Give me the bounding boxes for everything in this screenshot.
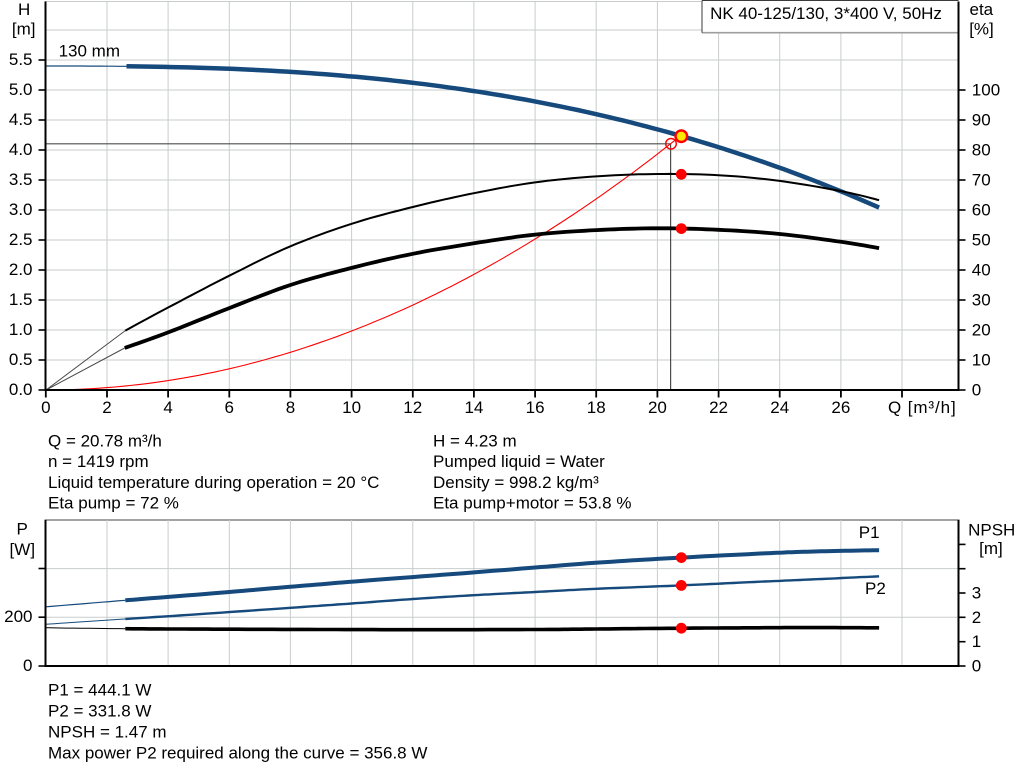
- svg-text:2.0: 2.0: [9, 260, 33, 279]
- svg-text:1.5: 1.5: [9, 290, 33, 309]
- svg-text:P1: P1: [859, 523, 880, 542]
- svg-text:P: P: [17, 520, 28, 539]
- svg-text:0.0: 0.0: [9, 380, 33, 399]
- svg-text:NPSH: NPSH: [968, 520, 1015, 539]
- svg-text:Liquid temperature during oper: Liquid temperature during operation = 20…: [48, 473, 379, 492]
- svg-text:24: 24: [770, 398, 789, 417]
- svg-text:0: 0: [972, 657, 981, 676]
- svg-text:80: 80: [972, 141, 991, 160]
- svg-text:14: 14: [464, 398, 483, 417]
- svg-text:3.0: 3.0: [9, 200, 33, 219]
- svg-text:Q [m³/h]: Q [m³/h]: [888, 398, 957, 417]
- svg-text:0: 0: [972, 381, 981, 400]
- svg-text:4.5: 4.5: [9, 110, 33, 129]
- svg-text:[W]: [W]: [10, 540, 36, 559]
- svg-text:Eta pump+motor = 53.8 %: Eta pump+motor = 53.8 %: [433, 494, 631, 513]
- svg-text:[m]: [m]: [979, 539, 1003, 558]
- svg-text:Q = 20.78 m³/h: Q = 20.78 m³/h: [48, 431, 162, 450]
- svg-text:30: 30: [972, 291, 991, 310]
- svg-text:16: 16: [526, 398, 545, 417]
- svg-text:NK 40-125/130, 3*400 V, 50Hz: NK 40-125/130, 3*400 V, 50Hz: [710, 4, 942, 23]
- svg-text:0.5: 0.5: [9, 350, 33, 369]
- svg-text:eta: eta: [970, 0, 994, 19]
- svg-text:60: 60: [972, 201, 991, 220]
- svg-text:H: H: [18, 0, 30, 19]
- svg-text:100: 100: [972, 81, 1000, 100]
- svg-text:70: 70: [972, 171, 991, 190]
- svg-text:4: 4: [163, 398, 172, 417]
- svg-text:3: 3: [972, 584, 981, 603]
- svg-text:n = 1419 rpm: n = 1419 rpm: [48, 452, 149, 471]
- svg-text:50: 50: [972, 231, 991, 250]
- svg-text:Density = 998.2 kg/m³: Density = 998.2 kg/m³: [433, 473, 599, 492]
- svg-text:Pumped liquid = Water: Pumped liquid = Water: [433, 452, 605, 471]
- svg-text:0: 0: [23, 656, 32, 675]
- svg-text:20: 20: [648, 398, 667, 417]
- svg-text:2.5: 2.5: [9, 230, 33, 249]
- svg-text:130 mm: 130 mm: [59, 42, 120, 61]
- svg-text:2: 2: [972, 608, 981, 627]
- svg-text:90: 90: [972, 111, 991, 130]
- svg-text:[m]: [m]: [12, 20, 36, 39]
- svg-text:[%]: [%]: [969, 19, 994, 38]
- svg-text:5.5: 5.5: [9, 50, 33, 69]
- svg-text:6: 6: [225, 398, 234, 417]
- svg-text:10: 10: [972, 351, 991, 370]
- svg-text:40: 40: [972, 261, 991, 280]
- svg-text:2: 2: [102, 398, 111, 417]
- svg-text:5.0: 5.0: [9, 80, 33, 99]
- svg-text:P2: P2: [865, 579, 886, 598]
- svg-text:22: 22: [709, 398, 728, 417]
- svg-text:NPSH = 1.47 m: NPSH = 1.47 m: [48, 723, 167, 742]
- svg-text:0: 0: [41, 398, 50, 417]
- svg-text:3.5: 3.5: [9, 170, 33, 189]
- svg-text:10: 10: [342, 398, 361, 417]
- svg-text:Max power P2 required along th: Max power P2 required along the curve = …: [48, 744, 427, 763]
- svg-text:1: 1: [972, 632, 981, 651]
- svg-text:8: 8: [286, 398, 295, 417]
- svg-text:P2 = 331.8 W: P2 = 331.8 W: [48, 701, 151, 720]
- svg-text:Eta pump = 72 %: Eta pump = 72 %: [48, 494, 179, 513]
- svg-text:12: 12: [403, 398, 422, 417]
- svg-text:20: 20: [972, 321, 991, 340]
- svg-text:P1 = 444.1 W: P1 = 444.1 W: [48, 680, 151, 699]
- svg-text:1.0: 1.0: [9, 320, 33, 339]
- svg-text:26: 26: [831, 398, 850, 417]
- svg-text:18: 18: [587, 398, 606, 417]
- svg-text:200: 200: [4, 607, 32, 626]
- svg-text:H = 4.23 m: H = 4.23 m: [433, 431, 517, 450]
- svg-text:4.0: 4.0: [9, 140, 33, 159]
